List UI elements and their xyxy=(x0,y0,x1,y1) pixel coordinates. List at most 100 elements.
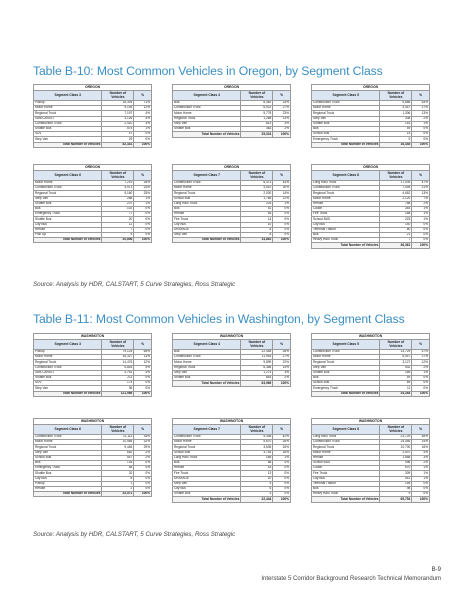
oregon-table-title: Table B-10: Most Common Vehicles in Oreg… xyxy=(33,64,383,78)
segment-table: WASHINGTON Segment Class 4 Number of Vehic… xyxy=(171,333,291,387)
number-header: Number of Vehicles xyxy=(379,424,413,435)
number-header: Number of Vehicles xyxy=(240,90,274,101)
total-row: Total Number of Vehicles 20,806 100% xyxy=(32,237,152,244)
total-row: Total Number of Vehicles 25,024 100% xyxy=(171,131,291,138)
washington-table-1: WASHINGTON Segment Class 3 Number of Vehic… xyxy=(32,333,152,397)
segment-class-header: Segment Class 7 xyxy=(171,170,242,181)
percent-header: % xyxy=(272,170,291,181)
number-header: Number of Vehicles xyxy=(101,339,135,350)
total-count: 82,431 xyxy=(101,141,135,148)
segment-class-header: Segment Class 3 xyxy=(32,339,103,350)
total-label: Total Number of Vehicles xyxy=(310,242,381,249)
number-header: Number of Vehicles xyxy=(101,424,135,435)
oregon-table-3: OREGON Segment Class 5 Number of Vehicles%… xyxy=(310,84,430,148)
washington-table-title: Table B-11: Most Common Vehicles in Wash… xyxy=(33,312,405,326)
percent-header: % xyxy=(411,170,430,181)
total-count: 20,806 xyxy=(101,237,135,244)
total-percent: 100% xyxy=(411,242,430,249)
oregon-table-1: OREGON Segment Class 3 Number of Vehicles%… xyxy=(32,84,152,148)
total-label: Total Number of Vehicles xyxy=(310,141,381,148)
segment-table: WASHINGTON Segment Class 6 Number of Vehic… xyxy=(32,418,152,498)
percent-header: % xyxy=(411,90,430,101)
percent-header: % xyxy=(411,424,430,435)
segment-class-header: Segment Class 3 xyxy=(32,90,103,101)
total-percent: 100% xyxy=(272,237,291,244)
number-header: Number of Vehicles xyxy=(101,170,135,181)
total-percent: 100% xyxy=(133,491,152,498)
total-row: Total Number of Vehicles 63,966 100% xyxy=(171,380,291,387)
segment-class-header: Segment Class 8 xyxy=(310,424,381,435)
total-row: Total Number of Vehicles 14,862 100% xyxy=(171,237,291,244)
segment-table: WASHINGTON Segment Class 5 Number of Vehic… xyxy=(310,333,430,397)
total-percent: 100% xyxy=(411,496,430,503)
total-row: Total Number of Vehicles 82,431 100% xyxy=(32,141,152,148)
total-percent: 100% xyxy=(133,141,152,148)
oregon-table-2: OREGON Segment Class 4 Number of Vehicles%… xyxy=(171,84,291,138)
total-row: Total Number of Vehicles 16,345 100% xyxy=(310,141,430,148)
total-row: Total Number of Vehicles 36,361 100% xyxy=(310,242,430,249)
washington-table-5: WASHINGTON Segment Class 7 Number of Vehic… xyxy=(171,418,291,503)
number-header: Number of Vehicles xyxy=(240,339,274,350)
total-percent: 100% xyxy=(272,131,291,138)
percent-header: % xyxy=(272,90,291,101)
total-percent: 100% xyxy=(272,380,291,387)
segment-class-header: Segment Class 4 xyxy=(171,90,242,101)
washington-table-3: WASHINGTON Segment Class 5 Number of Vehic… xyxy=(310,333,430,397)
percent-header: % xyxy=(133,424,152,435)
percent-header: % xyxy=(272,339,291,350)
segment-class-header: Segment Class 6 xyxy=(32,424,103,435)
total-row: Total Number of Vehicles 65,754 100% xyxy=(310,496,430,503)
total-label: Total Number of Vehicles xyxy=(310,496,381,503)
total-label: Total Number of Vehicles xyxy=(171,380,242,387)
total-count: 22,444 xyxy=(240,496,274,503)
total-count: 25,284 xyxy=(379,390,413,397)
total-label: Total Number of Vehicles xyxy=(171,237,242,244)
total-count: 63,966 xyxy=(240,380,274,387)
number-header: Number of Vehicles xyxy=(240,424,274,435)
number-header: Number of Vehicles xyxy=(240,170,274,181)
washington-table-4: WASHINGTON Segment Class 6 Number of Vehic… xyxy=(32,418,152,498)
oregon-table-5: OREGON Segment Class 7 Number of Vehicles%… xyxy=(171,164,291,244)
total-percent: 100% xyxy=(411,141,430,148)
washington-table-6: WASHINGTON Segment Class 8 Number of Vehic… xyxy=(310,418,430,503)
segment-class-header: Segment Class 5 xyxy=(310,339,381,350)
percent-header: % xyxy=(133,90,152,101)
total-percent: 100% xyxy=(411,390,430,397)
segment-table: OREGON Segment Class 7 Number of Vehicles%… xyxy=(171,164,291,244)
total-label: Total Number of Vehicles xyxy=(32,141,103,148)
number-header: Number of Vehicles xyxy=(101,90,135,101)
total-row: Total Number of Vehicles 121,986 100% xyxy=(32,390,152,397)
total-percent: 100% xyxy=(272,496,291,503)
segment-table: WASHINGTON Segment Class 8 Number of Vehic… xyxy=(310,418,430,503)
number-header: Number of Vehicles xyxy=(379,339,413,350)
total-count: 25,024 xyxy=(240,131,274,138)
segment-class-header: Segment Class 7 xyxy=(171,424,242,435)
total-percent: 100% xyxy=(133,390,152,397)
total-label: Total Number of Vehicles xyxy=(310,390,381,397)
segment-table: OREGON Segment Class 4 Number of Vehicles%… xyxy=(171,84,291,138)
oregon-table-4: OREGON Segment Class 6 Number of Vehicles%… xyxy=(32,164,152,244)
total-row: Total Number of Vehicles 32,571 100% xyxy=(32,491,152,498)
oregon-table-6: OREGON Segment Class 8 Number of Vehicles%… xyxy=(310,164,430,249)
total-row: Total Number of Vehicles 25,284 100% xyxy=(310,390,430,397)
total-label: Total Number of Vehicles xyxy=(171,131,242,138)
total-label: Total Number of Vehicles xyxy=(32,390,103,397)
percent-header: % xyxy=(133,170,152,181)
total-count: 14,862 xyxy=(240,237,274,244)
segment-table: OREGON Segment Class 5 Number of Vehicles%… xyxy=(310,84,430,148)
oregon-source-note: Source: Analysis by HDR, CALSTART, 5 Cur… xyxy=(33,281,236,288)
number-header: Number of Vehicles xyxy=(379,170,413,181)
page-number: B-9 xyxy=(431,567,441,573)
number-header: Number of Vehicles xyxy=(379,90,413,101)
total-count: 36,361 xyxy=(379,242,413,249)
segment-table: OREGON Segment Class 6 Number of Vehicles%… xyxy=(32,164,152,244)
segment-table: OREGON Segment Class 3 Number of Vehicles%… xyxy=(32,84,152,148)
segment-table: WASHINGTON Segment Class 3 Number of Vehic… xyxy=(32,333,152,397)
document-title-footer: Interstate 5 Corridor Background Researc… xyxy=(261,576,441,582)
total-label: Total Number of Vehicles xyxy=(32,491,103,498)
total-label: Total Number of Vehicles xyxy=(171,496,242,503)
total-count: 65,754 xyxy=(379,496,413,503)
total-count: 32,571 xyxy=(101,491,135,498)
washington-table-2: WASHINGTON Segment Class 4 Number of Vehic… xyxy=(171,333,291,387)
percent-header: % xyxy=(272,424,291,435)
